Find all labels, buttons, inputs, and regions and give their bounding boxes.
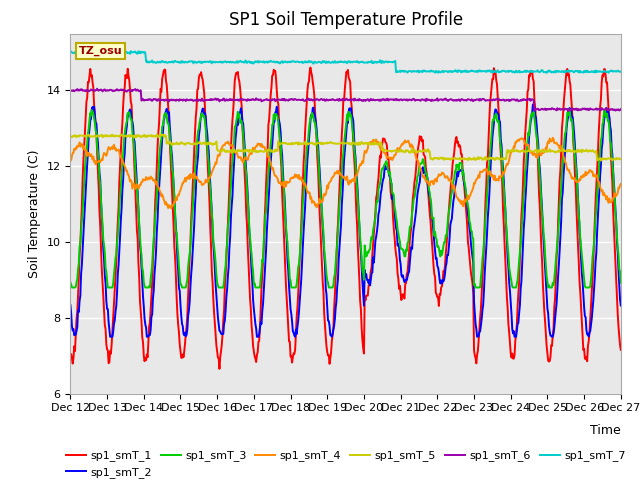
sp1_smT_7	[67, 49, 74, 55]
sp1_smT_5	[188, 141, 196, 147]
sp1_smT_5	[392, 148, 399, 154]
sp1_smT_2	[106, 334, 114, 340]
sp1_smT_2	[529, 102, 537, 108]
sp1_smT_6	[338, 97, 346, 103]
sp1_smT_3	[445, 205, 453, 211]
sp1_smT_2	[188, 262, 196, 267]
sp1_smT_3	[212, 260, 220, 266]
sp1_smT_7	[392, 58, 399, 64]
Line: sp1_smT_1: sp1_smT_1	[70, 68, 621, 369]
sp1_smT_4	[67, 157, 74, 163]
sp1_smT_7	[338, 59, 346, 65]
sp1_smT_1	[216, 366, 223, 372]
sp1_smT_6	[67, 88, 74, 94]
Line: sp1_smT_5: sp1_smT_5	[70, 134, 621, 161]
sp1_smT_3	[566, 107, 573, 112]
sp1_smT_5	[338, 140, 346, 146]
sp1_smT_1	[67, 353, 74, 359]
sp1_smT_2	[212, 282, 220, 288]
sp1_smT_2	[445, 235, 453, 241]
sp1_smT_7	[188, 58, 196, 64]
sp1_smT_3	[188, 214, 196, 220]
sp1_smT_6	[445, 97, 453, 103]
sp1_smT_7	[543, 70, 550, 76]
sp1_smT_3	[568, 117, 576, 122]
sp1_smT_4	[617, 181, 625, 187]
sp1_smT_1	[307, 65, 314, 71]
sp1_smT_1	[568, 105, 576, 110]
sp1_smT_5	[212, 140, 220, 146]
sp1_smT_7	[212, 60, 220, 65]
Line: sp1_smT_3: sp1_smT_3	[70, 109, 621, 288]
sp1_smT_4	[392, 153, 399, 158]
sp1_smT_6	[564, 108, 572, 114]
sp1_smT_6	[392, 96, 399, 102]
sp1_smT_4	[568, 176, 576, 181]
sp1_smT_4	[549, 135, 557, 141]
sp1_smT_7	[445, 68, 453, 74]
sp1_smT_5	[567, 149, 575, 155]
sp1_smT_4	[168, 205, 175, 211]
Title: SP1 Soil Temperature Profile: SP1 Soil Temperature Profile	[228, 11, 463, 29]
sp1_smT_1	[617, 347, 625, 353]
sp1_smT_3	[392, 208, 399, 214]
sp1_smT_1	[447, 190, 454, 195]
sp1_smT_1	[211, 321, 219, 327]
sp1_smT_4	[445, 177, 453, 182]
sp1_smT_6	[568, 107, 576, 113]
sp1_smT_4	[188, 174, 196, 180]
sp1_smT_3	[617, 280, 625, 286]
Line: sp1_smT_6: sp1_smT_6	[70, 89, 621, 111]
sp1_smT_5	[67, 134, 74, 140]
sp1_smT_4	[212, 159, 220, 165]
sp1_smT_2	[67, 302, 74, 308]
sp1_smT_4	[338, 172, 346, 178]
sp1_smT_2	[392, 218, 399, 224]
sp1_smT_2	[568, 113, 576, 119]
Line: sp1_smT_4: sp1_smT_4	[70, 138, 621, 208]
sp1_smT_6	[93, 86, 101, 92]
sp1_smT_7	[127, 48, 134, 54]
Text: TZ_osu: TZ_osu	[79, 46, 122, 57]
sp1_smT_7	[568, 68, 576, 73]
sp1_smT_2	[617, 302, 625, 308]
sp1_smT_1	[188, 216, 195, 222]
sp1_smT_5	[597, 158, 605, 164]
sp1_smT_3	[67, 279, 74, 285]
sp1_smT_6	[212, 96, 220, 101]
sp1_smT_5	[617, 156, 625, 162]
sp1_smT_3	[68, 285, 76, 290]
sp1_smT_1	[339, 119, 346, 125]
sp1_smT_7	[617, 69, 625, 74]
sp1_smT_5	[445, 156, 453, 161]
sp1_smT_6	[617, 106, 625, 112]
Y-axis label: Soil Temperature (C): Soil Temperature (C)	[28, 149, 41, 278]
sp1_smT_1	[392, 252, 400, 257]
Line: sp1_smT_2: sp1_smT_2	[70, 105, 621, 337]
sp1_smT_6	[188, 97, 196, 103]
Line: sp1_smT_7: sp1_smT_7	[70, 51, 621, 73]
sp1_smT_3	[338, 170, 346, 176]
sp1_smT_2	[338, 202, 346, 207]
sp1_smT_5	[153, 132, 161, 137]
Text: Time: Time	[590, 424, 621, 437]
Legend: sp1_smT_1, sp1_smT_2, sp1_smT_3, sp1_smT_4, sp1_smT_5, sp1_smT_6, sp1_smT_7: sp1_smT_1, sp1_smT_2, sp1_smT_3, sp1_smT…	[61, 446, 630, 480]
